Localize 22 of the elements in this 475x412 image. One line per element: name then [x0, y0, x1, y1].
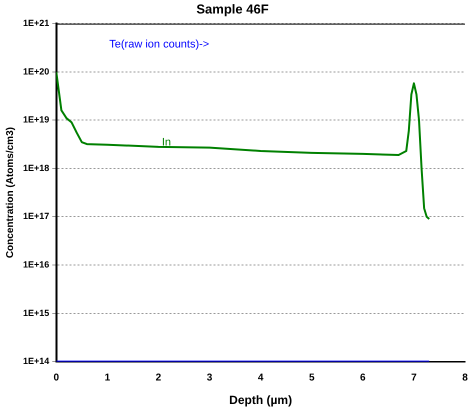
y-tick-label: 1E+14 — [22, 356, 50, 366]
y-tick-label: 1E+20 — [22, 66, 50, 76]
y-tick-label: 1E+18 — [22, 162, 50, 173]
x-tick-label: 0 — [53, 372, 60, 384]
chart-title: Sample 46F — [196, 1, 269, 16]
x-tick-label: 1 — [104, 372, 111, 384]
x-tick-label: 2 — [156, 372, 162, 384]
x-tick-label: 4 — [258, 372, 264, 384]
x-tick-label: 5 — [308, 372, 315, 384]
x-tick-label: 3 — [206, 372, 213, 384]
series-label: In — [162, 136, 172, 148]
annotation: Te(raw ion counts)-> — [109, 38, 210, 51]
y-tick-label: 1E+17 — [22, 211, 50, 222]
y-tick-label: 1E+15 — [22, 308, 50, 318]
x-axis-title: Depth (µm) — [229, 393, 292, 408]
x-tick-label: 7 — [411, 372, 418, 384]
x-tick-label: 6 — [360, 372, 366, 384]
y-axis-title: Concentration (Atoms/cm3) — [4, 127, 16, 258]
x-tick-label: 8 — [462, 372, 468, 384]
y-tick-label: 1E+19 — [22, 114, 50, 125]
y-tick-label: 1E+21 — [22, 18, 50, 28]
y-tick-label: 1E+16 — [22, 260, 50, 270]
